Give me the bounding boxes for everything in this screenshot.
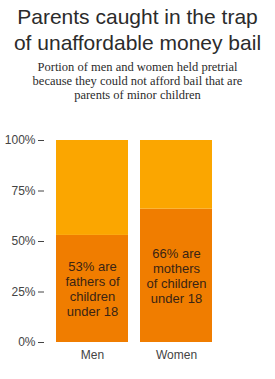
svg-text:Men: Men [81, 348, 104, 362]
html-text:Parents caught in the trap of: Parents caught in the trap of unaffordab… [13, 5, 262, 54]
svg-text:25%: 25% [11, 285, 35, 299]
svg-text:53% arefathers ofchildrenunder: 53% arefathers ofchildrenunder 18 [65, 259, 120, 319]
html-text:Portion of men and women held: Portion of men and women held pretrial b… [32, 60, 243, 102]
svg-text:0%: 0% [18, 335, 36, 349]
svg-text:50%: 50% [11, 234, 35, 248]
svg-text:75%: 75% [11, 184, 35, 198]
svg-text:Women: Women [156, 348, 197, 362]
svg-text:66% aremothersof childrenunder: 66% aremothersof childrenunder 18 [147, 246, 207, 306]
svg-text:100%: 100% [5, 133, 36, 147]
